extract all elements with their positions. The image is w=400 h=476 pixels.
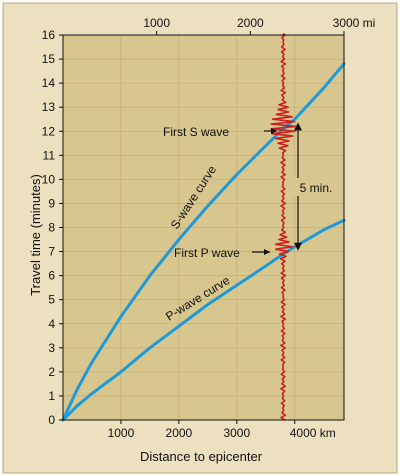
- y-tick-label: 11: [43, 148, 56, 162]
- y-tick-label: 6: [48, 269, 55, 283]
- x-top-tick-label: 3000 mi: [333, 16, 376, 30]
- y-tick-label: 16: [42, 28, 56, 42]
- y-axis-label: Travel time (minutes): [28, 174, 43, 296]
- y-tick-label: 9: [48, 196, 55, 210]
- interval-arrow-top: [294, 122, 302, 131]
- first-s-wave-label: First S wave: [163, 125, 229, 139]
- s-wave-line: [61, 62, 346, 422]
- p-wave-line: [61, 218, 346, 422]
- y-tick-label: 1: [48, 389, 55, 403]
- y-tick-label: 14: [42, 76, 56, 90]
- x-axis-label: Distance to epicenter: [140, 449, 263, 464]
- x-top-tick-label: 1000: [143, 16, 170, 30]
- y-tick-label: 4: [48, 317, 55, 331]
- seismogram-trace: [270, 33, 297, 421]
- y-tick-label: 10: [42, 172, 56, 186]
- interval-label-background: [288, 178, 344, 196]
- series-layer: [61, 62, 346, 422]
- y-tick-label: 12: [42, 124, 56, 138]
- x-top-tick-label: 2000: [237, 16, 264, 30]
- x-bottom-tick-label: 4000 km: [290, 426, 336, 440]
- y-tick-label: 5: [48, 293, 55, 307]
- y-tick-label: 13: [42, 100, 56, 114]
- y-tick-label: 7: [48, 245, 55, 259]
- interval-label: 5 min.: [300, 181, 333, 195]
- y-tick-label: 2: [48, 365, 55, 379]
- y-tick-label: 8: [48, 221, 55, 235]
- x-bottom-tick-label: 3000: [223, 426, 250, 440]
- first-p-wave-label: First P wave: [174, 246, 240, 260]
- p-wave-pointer-head: [264, 249, 270, 255]
- interval-arrow-bottom: [294, 242, 302, 251]
- seismogram-layer: [270, 33, 297, 421]
- x-bottom-tick-label: 2000: [166, 426, 193, 440]
- y-tick-label: 3: [48, 341, 55, 355]
- s-wave-pointer-head: [271, 128, 277, 134]
- y-tick-label: 0: [48, 413, 55, 427]
- y-tick-label: 15: [42, 52, 56, 66]
- x-bottom-tick-label: 1000: [108, 426, 135, 440]
